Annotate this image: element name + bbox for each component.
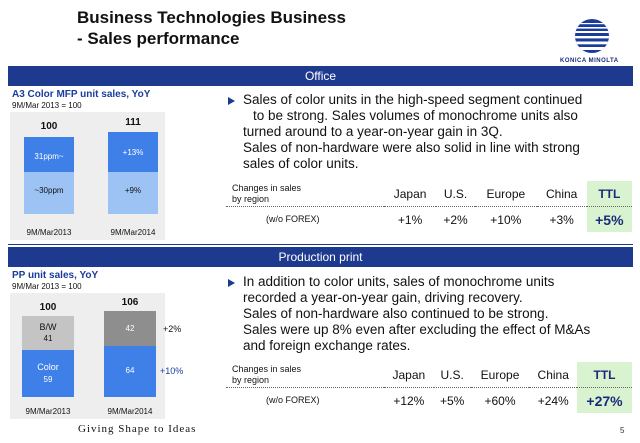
office-chart-note: 9M/Mar 2013 = 100 [12, 101, 82, 110]
production-header-ttl: TTL [577, 362, 632, 388]
bullet-triangle-icon [228, 279, 235, 287]
page-title: Business Technologies Business [77, 8, 346, 27]
office-bar1-lower-label: ~30ppm [34, 186, 64, 195]
office-bullet-text: Sales of color units in the high-speed s… [243, 92, 583, 171]
office-header-ttl: TTL [586, 181, 632, 207]
production-bar1-xlabel: 9M/Mar2013 [25, 407, 71, 416]
bullet-triangle-icon [228, 97, 235, 105]
production-header-japan: Japan [384, 362, 434, 388]
production-value-europe: +60% [484, 393, 516, 408]
production-region-table: Changes in sales by region Japan U.S. Eur… [226, 362, 632, 413]
office-region-table: Changes in sales by region Japan U.S. Eur… [226, 181, 632, 232]
office-section-band: Office [8, 66, 633, 86]
production-bar1-bw-segment [22, 316, 74, 350]
production-bar1-bw-value: 41 [43, 334, 53, 343]
page-subtitle: - Sales performance [77, 29, 240, 48]
office-value-china: +3% [549, 212, 574, 227]
office-bar1-upper-segment [24, 137, 74, 172]
production-color-growth-label: +10% [160, 366, 184, 376]
production-section-band: Production print [8, 247, 633, 267]
production-bar1-total: 100 [39, 302, 57, 313]
production-bar2-bw-value: 42 [125, 324, 135, 333]
production-bullet-text: In addition to color units, sales of mon… [243, 274, 591, 353]
office-value-us: +2% [443, 212, 468, 227]
production-bar2-total: 106 [121, 297, 139, 308]
production-bar2-color-value: 64 [125, 366, 135, 375]
office-value-europe: +10% [490, 212, 522, 227]
footer-slogan: Giving Shape to Ideas [78, 423, 197, 435]
production-chart-note: 9M/Mar 2013 = 100 [12, 282, 82, 291]
office-bar2-upper-label: +13% [122, 148, 144, 157]
office-table-sublabel: (w/o FOREX) [266, 214, 320, 224]
production-value-china: +24% [537, 393, 569, 408]
office-header-japan: Japan [384, 181, 437, 207]
production-band-line [8, 244, 633, 245]
office-bar2-lower-segment [108, 172, 158, 214]
production-bar1-color-segment [22, 350, 74, 397]
office-bar1-xlabel: 9M/Mar2013 [26, 228, 72, 237]
production-value-us: +5% [439, 393, 465, 408]
office-bar2-upper-segment [108, 132, 158, 172]
production-bar2-bw-segment [104, 311, 156, 346]
office-bar1-upper-label: 31ppm~ [34, 152, 64, 161]
office-bar2-xlabel: 9M/Mar2014 [110, 228, 156, 237]
production-header-europe: Europe [470, 362, 530, 388]
logo-wordmark: KONICA MINOLTA [560, 58, 619, 64]
office-header-europe: Europe [474, 181, 537, 207]
office-value-japan: +1% [397, 212, 423, 227]
production-bar2-color-segment [104, 346, 156, 397]
office-bar2-total: 111 [125, 117, 141, 128]
production-bar1-color-value: 59 [43, 375, 53, 384]
production-header-us: U.S. [433, 362, 471, 388]
production-header-china: China [529, 362, 578, 388]
office-chart-title: A3 Color MFP unit sales, YoY [12, 89, 151, 100]
production-table-label: Changes in sales by region [226, 362, 384, 388]
office-bar2-lower-label: +9% [124, 186, 142, 195]
production-bar2-xlabel: 9M/Mar2014 [107, 407, 153, 416]
office-table-label: Changes in sales by region [226, 181, 384, 207]
production-value-ttl: +27% [577, 387, 632, 413]
page-number: 5 [620, 426, 625, 435]
office-bar1-total: 100 [40, 121, 58, 132]
production-bw-growth-label: +2% [163, 324, 182, 334]
globe-logo-icon [575, 19, 609, 53]
production-bar1-bw-label: B/W [39, 322, 57, 332]
production-bar1-color-label: Color [37, 362, 59, 372]
konica-minolta-logo [572, 16, 612, 56]
office-bar1-lower-segment [24, 172, 74, 214]
office-header-us: U.S. [436, 181, 475, 207]
office-value-ttl: +5% [586, 206, 632, 232]
production-chart-title: PP unit sales, YoY [12, 270, 99, 281]
office-header-china: China [536, 181, 587, 207]
production-value-japan: +12% [393, 393, 425, 408]
production-table-sublabel: (w/o FOREX) [266, 395, 320, 405]
